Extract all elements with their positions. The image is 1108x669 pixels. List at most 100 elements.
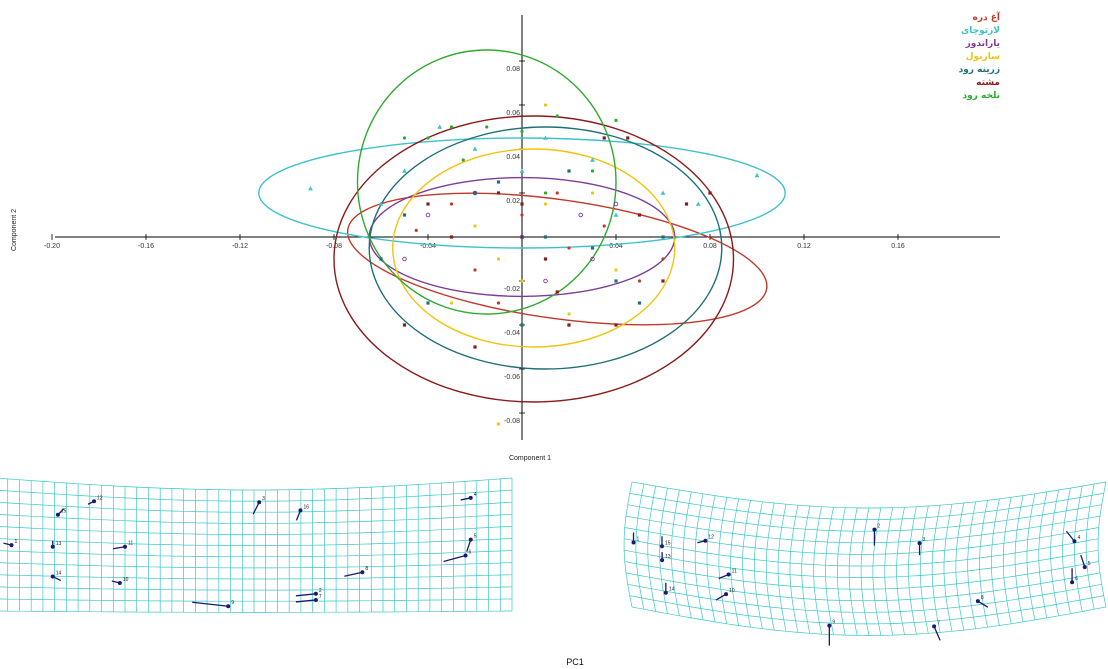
- point-series-5: [637, 213, 642, 217]
- landmark-point: [50, 544, 55, 549]
- point-series-1: [402, 168, 407, 173]
- landmark-point: [257, 500, 262, 505]
- point-series-3: [496, 257, 501, 261]
- point-series-3: [520, 279, 524, 283]
- landmark-vector: [192, 601, 229, 607]
- point-series-6: [555, 114, 559, 118]
- point-series-6: [614, 118, 618, 122]
- landmark-label: 10: [123, 577, 129, 583]
- point-series-0: [602, 224, 606, 228]
- point-series-1: [472, 146, 478, 151]
- point-series-6: [543, 191, 548, 195]
- ellipse-series-6: [356, 49, 617, 315]
- point-series-0: [414, 228, 418, 232]
- landmark-label: 16: [303, 504, 309, 510]
- landmark-point: [1082, 565, 1087, 570]
- y-tick-label: -0.02: [504, 286, 520, 293]
- y-tick-label: -0.04: [504, 330, 520, 337]
- landmark-point: [872, 527, 877, 532]
- landmark-point: [92, 499, 97, 504]
- point-series-1: [378, 201, 384, 206]
- landmark-label: 10: [729, 588, 735, 594]
- point-series-0: [555, 191, 559, 195]
- point-series-5: [496, 191, 501, 195]
- landmark-point: [726, 572, 731, 577]
- point-series-6: [590, 169, 595, 173]
- y-tick-label: -0.08: [504, 418, 520, 425]
- landmark-label: 6: [1075, 576, 1078, 582]
- legend-entry: لازتوچای: [961, 26, 1000, 36]
- landmark-vector: [252, 501, 260, 515]
- point-series-6: [461, 158, 465, 162]
- point-series-1: [613, 212, 619, 217]
- legend-entry: نلخه رود: [962, 91, 1000, 101]
- landmark-label: 4: [474, 492, 477, 498]
- landmark-point: [660, 558, 665, 563]
- point-series-0: [520, 213, 524, 217]
- legend: آغ دره لازتوچای یاراندوز ساربول زرینه رود مشت…: [959, 11, 1001, 101]
- landmark-label: 7: [319, 594, 322, 600]
- legend-entry: زرینه رود: [959, 65, 1000, 75]
- x-tick-label: -0.16: [138, 243, 154, 250]
- legend-entry: ساربول: [966, 52, 1000, 62]
- legend-entry: آغ دره: [973, 11, 1001, 23]
- point-series-0: [637, 279, 642, 283]
- y-tick-label: 0.08: [506, 66, 520, 73]
- point-series-2: [578, 212, 584, 218]
- point-series-6: [402, 136, 407, 140]
- ellipse-series-5: [333, 115, 735, 403]
- landmark-label: 14: [56, 571, 62, 577]
- point-series-4: [661, 235, 665, 239]
- point-series-4: [402, 213, 407, 217]
- landmark-point: [313, 597, 318, 602]
- point-series-0: [449, 202, 454, 206]
- landmark-point: [468, 495, 473, 500]
- landmark-label: 12: [97, 495, 103, 501]
- landmark-point: [123, 544, 127, 549]
- point-series-6: [449, 125, 454, 129]
- landmark-point: [55, 512, 60, 517]
- landmark-label: 5: [1088, 561, 1091, 567]
- landmark-label: 9: [832, 620, 835, 626]
- point-series-5: [520, 202, 524, 206]
- point-series-0: [661, 257, 665, 261]
- landmark-label: 3: [923, 537, 926, 543]
- point-series-1: [590, 157, 595, 162]
- point-series-5: [473, 345, 477, 349]
- landmark-point: [468, 537, 473, 542]
- landmark-point: [659, 544, 664, 549]
- point-series-3: [567, 312, 571, 316]
- x-tick-label: 0.12: [797, 243, 811, 250]
- landmark-label: 1: [14, 539, 17, 545]
- point-series-0: [496, 301, 501, 305]
- point-series-6: [520, 129, 524, 133]
- landmark-label: 8: [981, 595, 984, 601]
- point-series-2: [613, 201, 619, 207]
- landmark-label: 4: [1077, 535, 1080, 541]
- point-series-0: [567, 246, 571, 250]
- point-series-0: [473, 268, 477, 272]
- point-series-4: [590, 246, 595, 250]
- landmark-label: 6: [469, 549, 472, 555]
- landmark-point: [50, 574, 55, 579]
- point-series-5: [567, 323, 571, 327]
- legend-entry: یاراندوز: [965, 39, 1000, 49]
- landmark-point: [975, 599, 980, 604]
- x-tick-label: -0.04: [420, 243, 436, 250]
- landmark-point: [9, 543, 14, 548]
- landmark-point: [663, 590, 668, 595]
- point-series-2: [472, 190, 478, 196]
- point-series-3: [449, 301, 454, 305]
- left-grid-mesh: [0, 477, 513, 613]
- landmark-vector: [933, 626, 941, 641]
- landmark-point: [360, 570, 365, 575]
- landmark-point: [313, 591, 318, 596]
- point-series-5: [684, 202, 689, 206]
- landmark-vector: [295, 599, 316, 603]
- x-tick-label: 0.08: [703, 243, 717, 250]
- landmark-label: 2: [319, 588, 322, 594]
- point-series-2: [590, 256, 595, 262]
- point-series-3: [543, 103, 548, 107]
